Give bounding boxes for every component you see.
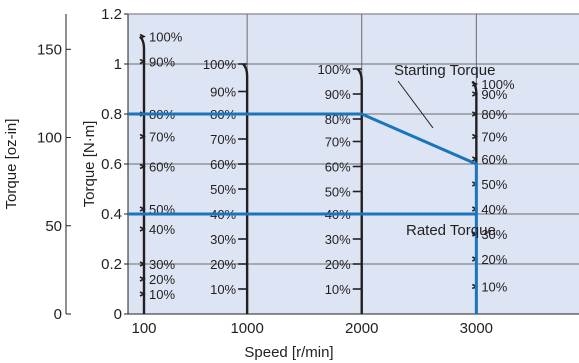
x-axis-title: Speed [r/min]	[244, 344, 333, 361]
y-tick-label: 0.2	[101, 256, 122, 273]
percent-curves: 100%90%80%70%60%50%40%30%20%10%100%90%80…	[139, 30, 515, 314]
percent-label: 10%	[149, 287, 175, 302]
percent-label: 30%	[481, 227, 507, 242]
percent-label: 90%	[325, 87, 351, 102]
percent-label: 70%	[149, 130, 175, 145]
percent-label: 10%	[325, 282, 351, 297]
percent-label: 20%	[149, 272, 175, 287]
percent-label: 100%	[149, 30, 183, 45]
torque-series	[128, 112, 478, 314]
curve-tick	[471, 156, 479, 162]
curve-tick	[139, 276, 146, 282]
percent-label: 30%	[149, 257, 175, 272]
percent-label: 60%	[210, 157, 236, 172]
axes: 0 0.2 0.4 0.6 0.8 1 1.2 0 50 100 150 100 1000 2000 300…	[3, 6, 579, 361]
curve-tick	[139, 291, 146, 297]
curve-tick	[139, 163, 146, 170]
series-line	[128, 112, 478, 314]
x-tick-label: 1000	[230, 320, 263, 337]
percent-label: 70%	[210, 132, 236, 147]
percent-label: 60%	[149, 160, 175, 175]
percent-label: 20%	[210, 257, 236, 272]
percent-label: 50%	[210, 182, 236, 197]
percent-label: 70%	[325, 135, 351, 150]
percent-label: 100%	[481, 77, 515, 92]
curve-tick	[471, 91, 479, 97]
percent-curve	[242, 63, 249, 314]
percent-label: 10%	[481, 280, 507, 295]
curve-tick	[139, 33, 146, 40]
percent-label: 90%	[481, 87, 507, 102]
percent-label: 60%	[481, 152, 507, 167]
percent-label: 30%	[210, 232, 236, 247]
x-tick-label: 2000	[345, 320, 378, 337]
percent-label: 70%	[481, 130, 507, 145]
percent-label: 10%	[210, 282, 236, 297]
annotation-leader-line	[397, 80, 434, 129]
y-tick-label: 0.4	[101, 206, 122, 223]
x-tick-label: 3000	[460, 320, 493, 337]
y-tick-label: 0	[114, 306, 122, 323]
percent-label: 60%	[325, 160, 351, 175]
curve-tick	[139, 226, 146, 232]
percent-label: 90%	[210, 85, 236, 100]
percent-label: 50%	[325, 185, 351, 200]
percent-label: 20%	[325, 257, 351, 272]
y2-tick-label: 0	[54, 306, 62, 323]
curve-tick	[471, 133, 479, 140]
percent-label: 50%	[481, 177, 507, 192]
percent-label: 40%	[481, 202, 507, 217]
x-tick-label: 100	[131, 320, 156, 337]
y-tick-label: 0.6	[101, 156, 122, 173]
curve-tick	[139, 58, 146, 65]
percent-label: 100%	[203, 57, 237, 72]
y-tick-label: 1	[114, 56, 122, 73]
percent-label: 100%	[317, 62, 351, 77]
curve-tick	[471, 111, 479, 117]
y2-tick-label: 150	[37, 41, 62, 58]
y2-tick-label: 100	[37, 130, 62, 147]
curve-tick	[139, 261, 146, 267]
percent-label: 90%	[149, 55, 175, 70]
percent-curve	[356, 68, 363, 314]
annotation-rated-torque: Rated Torque	[406, 222, 496, 239]
chart-labels: Starting Torque Rated Torque	[394, 62, 496, 239]
percent-label: 20%	[481, 252, 507, 267]
y-tick-label: 1.2	[101, 6, 122, 23]
y2-tick-label: 50	[45, 218, 62, 235]
percent-label: 40%	[149, 222, 175, 237]
y-tick-label: 0.8	[101, 106, 122, 123]
percent-label: 80%	[481, 107, 507, 122]
y2-axis-title: Torque [oz-in]	[3, 119, 20, 210]
annotation-starting-torque: Starting Torque	[394, 62, 495, 79]
curve-tick	[139, 133, 146, 140]
percent-label: 80%	[325, 112, 351, 127]
curve-tick	[139, 206, 146, 212]
percent-label: 30%	[325, 232, 351, 247]
curve-tick	[471, 81, 479, 87]
y-axis-title: Torque [N·m]	[81, 121, 98, 208]
